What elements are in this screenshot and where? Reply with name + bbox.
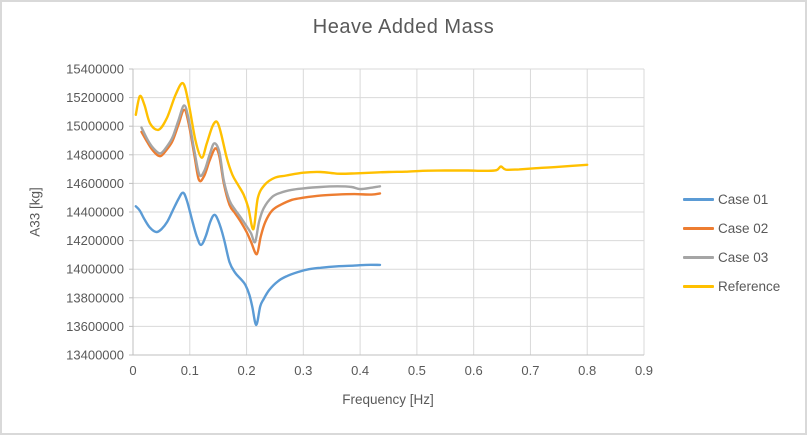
legend-label: Reference: [718, 279, 781, 294]
x-tick-label: 0.5: [408, 363, 426, 378]
legend-line-swatch: [683, 227, 714, 230]
x-tick-label: 0.8: [578, 363, 596, 378]
y-tick-label: 14000000: [66, 262, 124, 277]
x-tick-label: 0.3: [294, 363, 312, 378]
legend: Case 01 Case 02 Case 03 Reference: [683, 185, 780, 301]
series-line-reference[interactable]: [134, 81, 589, 231]
legend-label: Case 02: [718, 221, 769, 236]
series-line-case-01[interactable]: [134, 191, 382, 327]
x-tick-label: 0.7: [521, 363, 539, 378]
y-tick-label: 13800000: [66, 290, 124, 305]
legend-item-case-01[interactable]: Case 01: [683, 185, 780, 214]
legend-line-swatch: [683, 285, 714, 288]
y-tick-label: 13600000: [66, 319, 124, 334]
y-tick-label: 14400000: [66, 205, 124, 220]
y-tick-label: 15000000: [66, 119, 124, 134]
x-tick-label: 0: [129, 363, 136, 378]
series-line-case-02[interactable]: [140, 108, 382, 256]
x-tick-label: 0.9: [635, 363, 653, 378]
y-tick-label: 15400000: [66, 62, 124, 77]
legend-line-swatch: [683, 256, 714, 259]
y-tick-label: 14200000: [66, 233, 124, 248]
x-tick-label: 0.6: [465, 363, 483, 378]
x-tick-label: 0.1: [181, 363, 199, 378]
chart-title: Heave Added Mass: [312, 16, 495, 38]
legend-item-case-03[interactable]: Case 03: [683, 243, 780, 272]
x-tick-label: 0.4: [351, 363, 369, 378]
y-tick-label: 13400000: [66, 348, 124, 363]
y-tick-label: 14800000: [66, 147, 124, 162]
y-tick-label: 15200000: [66, 90, 124, 105]
legend-item-reference[interactable]: Reference: [683, 272, 780, 301]
x-tick-label: 0.2: [238, 363, 256, 378]
legend-item-case-02[interactable]: Case 02: [683, 214, 780, 243]
y-axis-title: A33 [kg]: [27, 187, 43, 237]
legend-line-swatch: [683, 198, 714, 201]
series-line-case-03[interactable]: [140, 104, 382, 244]
x-axis-title: Frequency [Hz]: [342, 392, 434, 407]
legend-label: Case 03: [718, 250, 769, 265]
y-tick-label: 14600000: [66, 176, 124, 191]
legend-label: Case 01: [718, 192, 769, 207]
